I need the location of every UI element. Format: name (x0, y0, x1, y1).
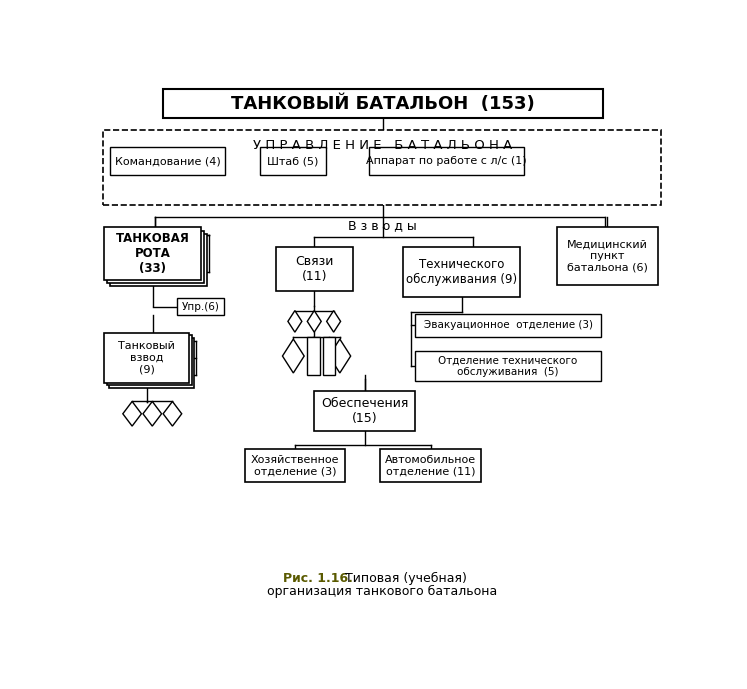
FancyBboxPatch shape (415, 351, 601, 382)
Text: Автомобильное
отделение (11): Автомобильное отделение (11) (385, 455, 476, 476)
FancyBboxPatch shape (314, 391, 415, 431)
Text: Упр.(6): Упр.(6) (182, 302, 220, 311)
FancyBboxPatch shape (557, 227, 657, 285)
Polygon shape (329, 339, 350, 373)
FancyBboxPatch shape (105, 333, 190, 383)
Text: У П Р А В Л Е Н И Е   Б А Т А Л Ь О Н А: У П Р А В Л Е Н И Е Б А Т А Л Ь О Н А (252, 139, 512, 152)
FancyBboxPatch shape (244, 449, 345, 482)
Text: Эвакуационное  отделение (3): Эвакуационное отделение (3) (424, 320, 592, 330)
Text: организация танкового батальона: организация танкового батальона (267, 585, 498, 598)
FancyBboxPatch shape (111, 147, 225, 175)
Text: Аппарат по работе с л/с (1): Аппарат по работе с л/с (1) (366, 156, 527, 166)
Text: ТАНКОВЫЙ БАТАЛЬОН  (153): ТАНКОВЫЙ БАТАЛЬОН (153) (231, 94, 535, 113)
Text: Хозяйственное
отделение (3): Хозяйственное отделение (3) (251, 455, 339, 476)
FancyBboxPatch shape (177, 298, 223, 316)
FancyBboxPatch shape (108, 231, 204, 283)
Text: В з в о д ы: В з в о д ы (348, 218, 418, 232)
Text: Медицинский
пункт
батальона (6): Медицинский пункт батальона (6) (567, 240, 648, 273)
FancyBboxPatch shape (307, 337, 320, 376)
FancyBboxPatch shape (111, 234, 208, 286)
FancyBboxPatch shape (163, 89, 603, 118)
Polygon shape (307, 311, 321, 332)
Text: Танковый
взвод
(9): Танковый взвод (9) (119, 341, 176, 375)
Text: Командование (4): Командование (4) (115, 156, 220, 166)
Text: Отделение технического
обслуживания  (5): Отделение технического обслуживания (5) (438, 356, 577, 377)
FancyBboxPatch shape (109, 338, 194, 388)
Polygon shape (282, 339, 304, 373)
Polygon shape (163, 402, 182, 426)
Text: Штаб (5): Штаб (5) (267, 156, 319, 166)
FancyBboxPatch shape (276, 247, 353, 291)
FancyBboxPatch shape (260, 147, 326, 175)
FancyBboxPatch shape (368, 147, 524, 175)
FancyBboxPatch shape (415, 313, 601, 337)
FancyBboxPatch shape (105, 227, 201, 280)
Polygon shape (123, 402, 141, 426)
Text: ТАНКОВАЯ
РОТА
(33): ТАНКОВАЯ РОТА (33) (116, 232, 190, 275)
FancyBboxPatch shape (107, 336, 192, 385)
FancyBboxPatch shape (103, 130, 661, 205)
Text: Технического
обслуживания (9): Технического обслуживания (9) (406, 258, 517, 286)
FancyBboxPatch shape (380, 449, 481, 482)
Text: Типовая (учебная): Типовая (учебная) (341, 572, 468, 585)
Polygon shape (326, 311, 341, 332)
FancyBboxPatch shape (323, 337, 335, 376)
Polygon shape (143, 402, 161, 426)
Text: Обеспечения
(15): Обеспечения (15) (321, 397, 409, 424)
Text: Рис. 1.16.: Рис. 1.16. (283, 572, 353, 585)
FancyBboxPatch shape (403, 247, 520, 297)
Polygon shape (288, 311, 302, 332)
Text: Связи
(11): Связи (11) (295, 255, 333, 283)
